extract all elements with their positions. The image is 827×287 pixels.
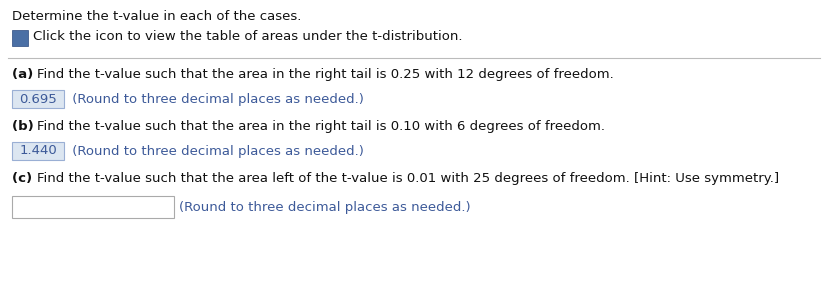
Text: Find the t-value such that the area in the right tail is 0.25 with 12 degrees of: Find the t-value such that the area in t…: [37, 68, 613, 81]
Text: (Round to three decimal places as needed.): (Round to three decimal places as needed…: [68, 92, 363, 106]
Text: (b): (b): [12, 120, 38, 133]
Text: (a): (a): [12, 68, 38, 81]
Text: Determine the t-value in each of the cases.: Determine the t-value in each of the cas…: [12, 10, 301, 23]
Text: Find the t-value such that the area in the right tail is 0.10 with 6 degrees of : Find the t-value such that the area in t…: [37, 120, 605, 133]
Text: Find the t-value such that the area left of the t-value is 0.01 with 25 degrees : Find the t-value such that the area left…: [37, 172, 778, 185]
Text: (c): (c): [12, 172, 36, 185]
Text: 0.695: 0.695: [19, 92, 57, 106]
Text: (Round to three decimal places as needed.): (Round to three decimal places as needed…: [68, 144, 363, 158]
Text: 1.440: 1.440: [19, 144, 57, 158]
Text: Click the icon to view the table of areas under the t-distribution.: Click the icon to view the table of area…: [33, 30, 462, 43]
Text: (Round to three decimal places as needed.): (Round to three decimal places as needed…: [179, 201, 470, 214]
